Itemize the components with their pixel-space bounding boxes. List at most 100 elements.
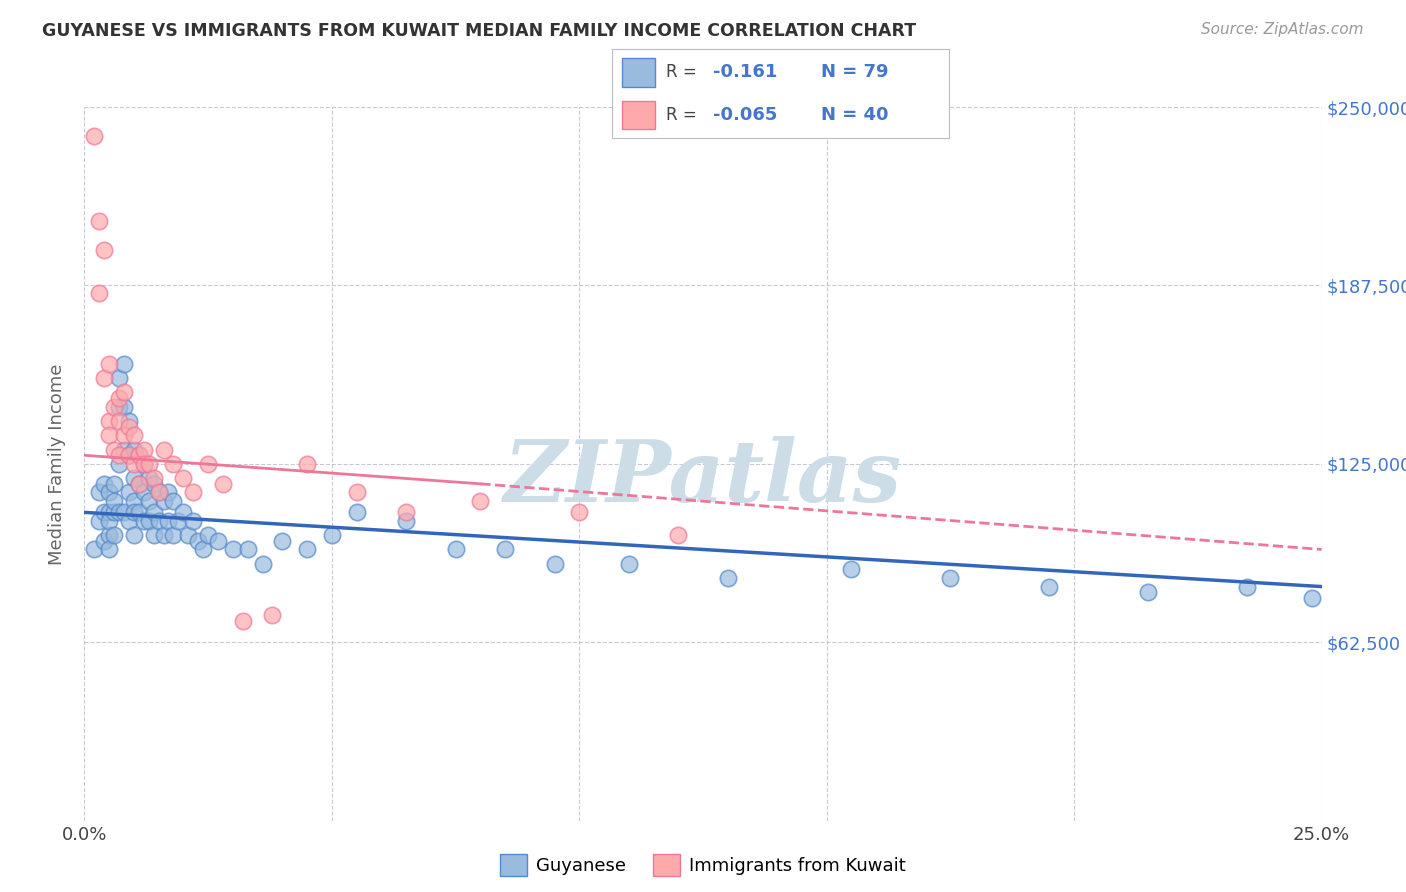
Point [118,448,141,462]
Point [157,514,180,528]
Point [89,514,111,528]
Point [346,505,368,519]
Point [152,442,174,457]
Point [494,542,516,557]
Point [122,528,145,542]
Point [89,285,111,300]
Point [98,514,121,528]
Point [93,476,115,491]
Point [157,485,180,500]
Point [138,457,160,471]
Point [103,528,125,542]
Point [138,494,160,508]
Point [93,505,115,519]
Point [98,528,121,542]
Point [152,528,174,542]
Text: -0.161: -0.161 [713,63,778,81]
Point [98,505,121,519]
Point [103,400,125,414]
Point [395,505,418,519]
Point [112,385,135,400]
Point [142,528,165,542]
Point [103,442,125,457]
Point [617,557,640,571]
Point [108,414,131,428]
Point [212,476,235,491]
Point [122,505,145,519]
Point [98,428,121,442]
Point [148,485,170,500]
Point [98,485,121,500]
Point [172,505,194,519]
Legend: Guyanese, Immigrants from Kuwait: Guyanese, Immigrants from Kuwait [492,847,914,883]
Point [197,528,219,542]
Point [181,485,204,500]
Point [207,533,229,548]
FancyBboxPatch shape [621,101,655,129]
Text: -0.065: -0.065 [713,106,778,124]
Point [98,542,121,557]
Point [222,542,245,557]
Point [93,533,115,548]
Point [122,428,145,442]
Point [108,400,131,414]
Text: N = 40: N = 40 [821,106,889,124]
Point [138,514,160,528]
Point [177,528,200,542]
Y-axis label: Median Family Income: Median Family Income [48,363,66,565]
Point [262,608,284,623]
Point [543,557,565,571]
Point [142,471,165,485]
Text: R =: R = [665,106,696,124]
Point [191,542,214,557]
Point [122,471,145,485]
FancyBboxPatch shape [621,58,655,87]
Point [112,428,135,442]
Point [197,457,219,471]
Point [83,128,105,143]
Point [162,494,184,508]
Text: Source: ZipAtlas.com: Source: ZipAtlas.com [1201,22,1364,37]
Point [122,494,145,508]
Point [128,476,150,491]
Point [717,571,740,585]
Point [122,457,145,471]
Text: ZIPatlas: ZIPatlas [503,436,903,520]
Point [108,371,131,385]
Point [98,414,121,428]
Point [118,448,141,462]
Point [132,514,155,528]
Point [295,542,318,557]
Point [142,505,165,519]
Point [128,448,150,462]
Point [89,485,111,500]
Point [1236,580,1258,594]
Point [252,557,274,571]
Point [112,400,135,414]
Point [321,528,343,542]
Point [103,476,125,491]
Point [112,505,135,519]
Point [122,442,145,457]
Text: GUYANESE VS IMMIGRANTS FROM KUWAIT MEDIAN FAMILY INCOME CORRELATION CHART: GUYANESE VS IMMIGRANTS FROM KUWAIT MEDIA… [42,22,917,40]
Point [103,505,125,519]
Point [172,471,194,485]
Point [1038,580,1060,594]
Point [93,243,115,257]
Point [152,494,174,508]
Point [112,357,135,371]
Point [236,542,259,557]
Point [1137,585,1160,599]
Point [395,514,418,528]
Point [232,614,254,628]
Point [939,571,962,585]
Point [118,485,141,500]
Point [444,542,467,557]
Point [295,457,318,471]
Point [142,476,165,491]
Point [666,528,689,542]
Point [89,214,111,228]
Text: N = 79: N = 79 [821,63,889,81]
Point [148,485,170,500]
Point [271,533,294,548]
